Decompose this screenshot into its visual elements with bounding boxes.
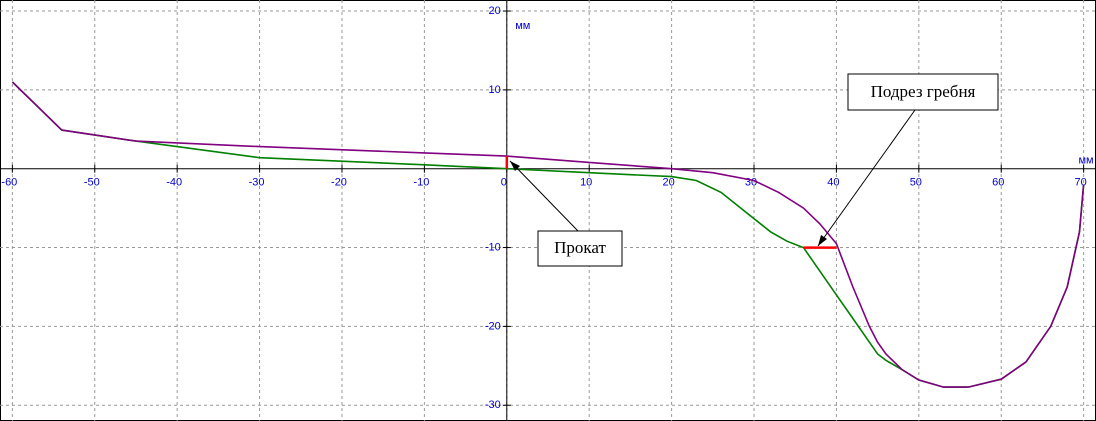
x-tick-label: 50 [910,177,922,189]
y-axis-label: мм [515,20,530,32]
x-tick-label: -20 [331,177,347,189]
y-tick-label: -10 [485,241,501,253]
y-tick-label: 20 [489,5,501,17]
y-tick-label: -20 [485,320,501,332]
y-tick-label: -30 [485,399,501,411]
x-axis-label: мм [1078,155,1093,167]
x-tick-label: 20 [662,177,674,189]
annotation-box [847,73,999,111]
y-tick-label: 10 [489,84,501,96]
x-tick-label: -10 [413,177,429,189]
annotation-arrow [817,109,916,247]
annotation-text: Прокат [554,238,606,257]
x-tick-label: -40 [166,177,182,189]
annotation-text: Подрез гребня [871,82,976,101]
plot [11,81,1085,388]
x-tick-label: -50 [84,177,100,189]
x-tick-label: -30 [249,177,265,189]
x-tick-label: 70 [1075,177,1087,189]
annotation-arrow [509,160,579,232]
x-tick-label: 40 [827,177,839,189]
arrow-head [818,235,827,246]
x-tick-label: 60 [992,177,1004,189]
annotation-box [537,230,623,267]
profile-line [11,81,1085,388]
x-tick-label: 0 [501,177,507,189]
x-tick-label: -60 [1,177,17,189]
arrow-head [510,161,520,171]
x-tick-label: 10 [580,177,592,189]
